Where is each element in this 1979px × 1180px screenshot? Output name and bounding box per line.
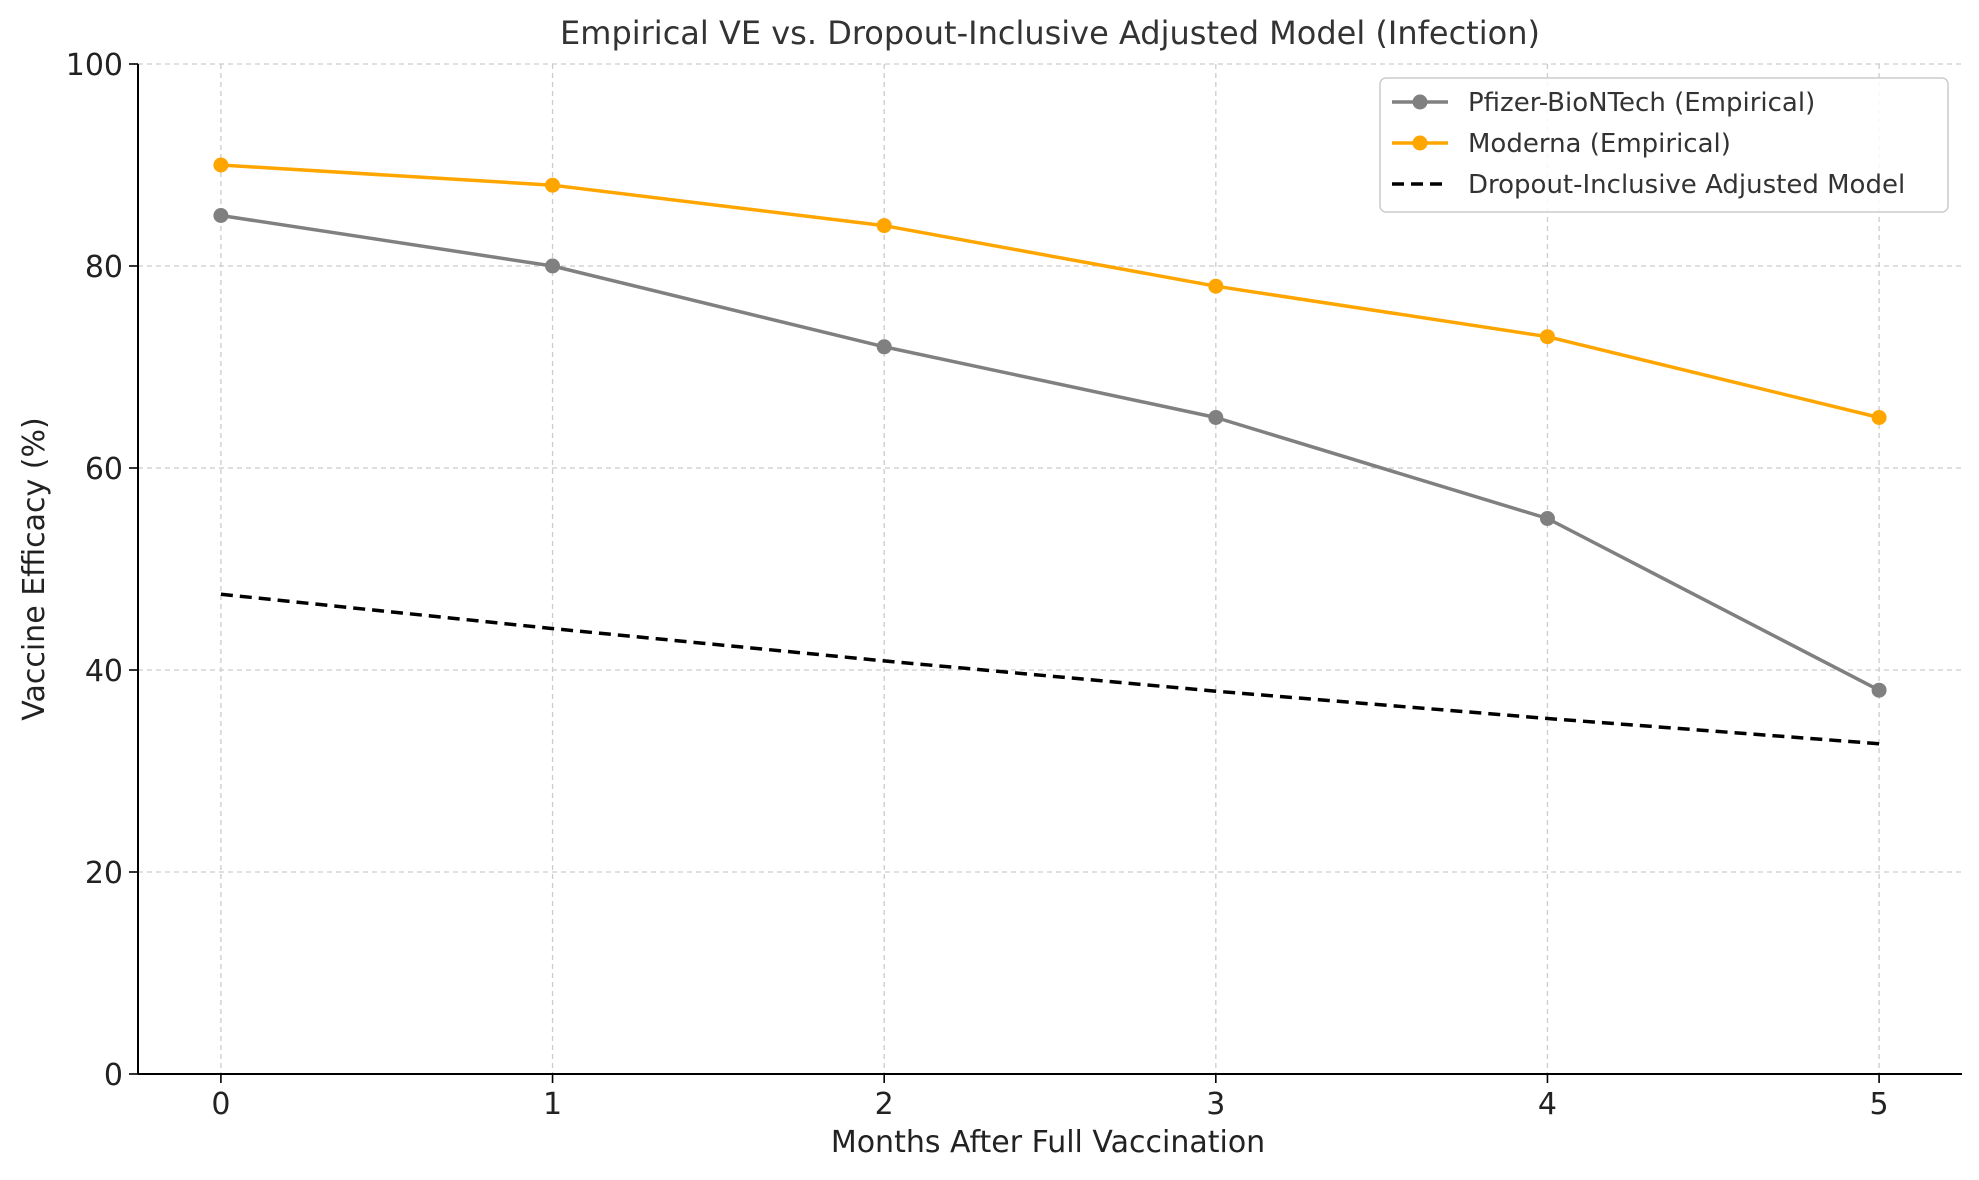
- legend-entry-label: Dropout-Inclusive Adjusted Model: [1468, 170, 1905, 200]
- series-point-2: [1871, 410, 1887, 425]
- legend-entry-label: Moderna (Empirical): [1468, 129, 1731, 159]
- legend-box: [1379, 77, 1949, 213]
- series-point-1: [1539, 511, 1555, 526]
- series-point-1: [1208, 410, 1224, 425]
- chart-title: Empirical VE vs. Dropout-Inclusive Adjus…: [560, 14, 1540, 52]
- y-axis-label: Vaccine Efficacy (%): [17, 417, 52, 720]
- y-tick-label: 100: [66, 48, 123, 83]
- series-line-2: [220, 163, 1880, 420]
- legend-swatch-marker: [1412, 94, 1428, 110]
- axes: 0 1 2 3 4 5 0 20 40 60 80 100: [66, 48, 1962, 1122]
- series-point-2: [1208, 278, 1224, 294]
- legend: Pfizer-BioNTech (Empirical) Moderna (Empi…: [1379, 77, 1949, 213]
- series-point-2: [1539, 329, 1555, 345]
- x-tick-label: 4: [1538, 1087, 1557, 1122]
- series-point-1: [876, 339, 892, 355]
- series-point-2: [213, 157, 229, 173]
- x-tick-label: 3: [1206, 1087, 1225, 1122]
- series-point-1: [1871, 682, 1887, 698]
- series-line-1: [220, 213, 1880, 692]
- x-tick-label: 2: [875, 1087, 894, 1122]
- x-tick-label: 1: [543, 1087, 562, 1122]
- legend-entry-label: Pfizer-BioNTech (Empirical): [1468, 88, 1815, 118]
- series-point-2: [545, 177, 561, 193]
- series-point-2: [876, 218, 892, 234]
- x-tick-label: 5: [1870, 1087, 1889, 1122]
- grid: [138, 63, 1962, 1075]
- legend-swatch-marker: [1412, 135, 1428, 151]
- y-tick-label: 40: [85, 654, 123, 689]
- x-axis-label: Months After Full Vaccination: [831, 1125, 1265, 1160]
- y-tick-label: 60: [85, 452, 123, 487]
- x-tick-label: 0: [211, 1087, 230, 1122]
- series-point-1: [545, 258, 561, 274]
- series-point-1: [213, 208, 229, 223]
- series-line-3: [220, 592, 1880, 746]
- y-tick-label: 0: [104, 1058, 123, 1093]
- y-tick-label: 80: [85, 250, 123, 285]
- series-layer: [213, 157, 1887, 746]
- y-tick-label: 20: [85, 856, 123, 891]
